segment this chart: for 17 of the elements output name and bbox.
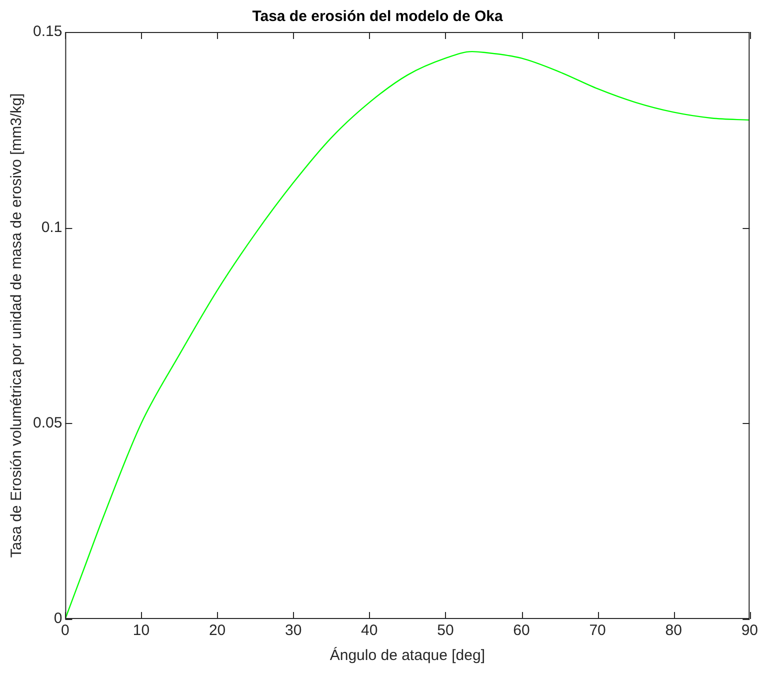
x-tick-label: 20	[208, 622, 226, 640]
x-tick-label: 40	[361, 622, 378, 640]
y-tick-label: 0.1	[41, 218, 62, 236]
x-axis-title: Ángulo de ataque [deg]	[330, 646, 485, 664]
x-tick-label: 60	[513, 622, 530, 640]
x-tick-label: 80	[665, 622, 682, 640]
y-tick-label: 0.15	[32, 23, 62, 40]
x-tick-label: 70	[589, 622, 606, 640]
x-tick-label: 50	[437, 622, 454, 640]
y-tick-label: 0.05	[32, 414, 62, 432]
x-tick-label: 30	[285, 622, 302, 640]
x-tick-label: 10	[132, 622, 150, 640]
y-tick-label: 0	[54, 610, 62, 628]
chart-title: Tasa de erosión del modelo de Oka	[252, 8, 504, 26]
x-tick-label: 90	[741, 622, 758, 640]
y-axis-title: Tasa de Erosión volumétrica por unidad de masa de erosivo [mm3/kg]	[8, 93, 26, 558]
line-series	[65, 50, 750, 619]
